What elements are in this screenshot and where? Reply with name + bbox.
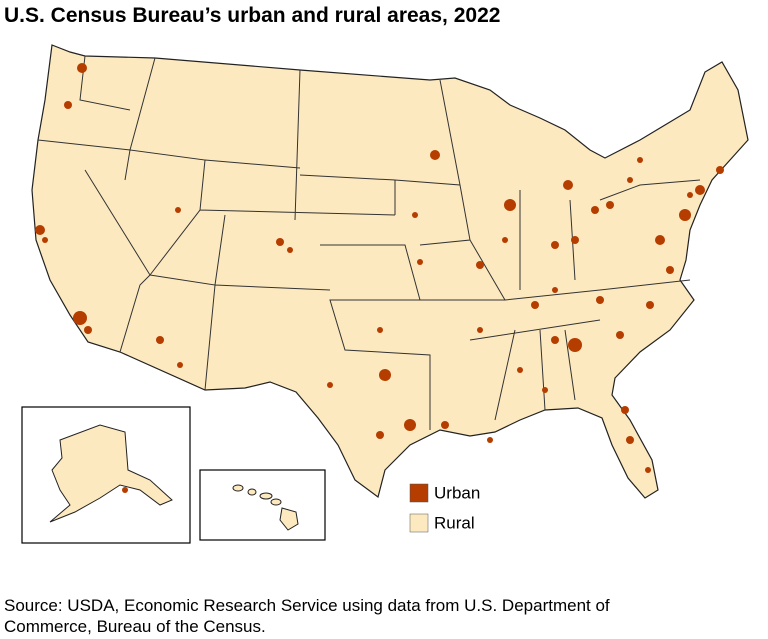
source-line: Source: USDA, Economic Research Service …	[4, 596, 610, 615]
urban-area	[627, 177, 633, 183]
map-title: U.S. Census Bureau’s urban and rural are…	[4, 4, 500, 27]
source-line: Commerce, Bureau of the Census.	[4, 617, 266, 636]
urban-area	[504, 199, 516, 211]
urban-area	[517, 367, 523, 373]
urban-area	[441, 421, 449, 429]
alaska	[49, 424, 173, 523]
urban-area	[287, 247, 293, 253]
hawaii	[232, 484, 299, 531]
urban-area	[616, 331, 624, 339]
urban-area	[477, 327, 483, 333]
contiguous-us	[31, 44, 749, 499]
hawaii-inset	[199, 469, 326, 541]
urban-area	[552, 287, 558, 293]
urban-area	[487, 437, 493, 443]
urban-area	[177, 362, 183, 368]
urban-area	[379, 369, 391, 381]
urban-area	[412, 212, 418, 218]
urban-area	[542, 387, 548, 393]
urban-area	[404, 419, 416, 431]
urban-area	[476, 261, 484, 269]
urban-area	[327, 382, 333, 388]
urban-area	[377, 327, 383, 333]
urban-areas	[35, 63, 724, 497]
source-note: Source: USDA, Economic Research Service …	[4, 596, 610, 636]
urban-area	[687, 192, 693, 198]
urban-area	[156, 336, 164, 344]
urban-area	[655, 235, 665, 245]
urban-area	[679, 209, 691, 221]
urban-area	[73, 311, 87, 325]
urban-area	[571, 236, 579, 244]
urban-area	[645, 467, 651, 473]
urban-area	[84, 326, 92, 334]
urban-area	[175, 207, 181, 213]
urban-area	[430, 150, 440, 160]
urban-area	[35, 225, 45, 235]
urban-area	[551, 241, 559, 249]
urban-area	[42, 237, 48, 243]
urban-area	[695, 185, 705, 195]
urban-area	[531, 301, 539, 309]
urban-area	[637, 157, 643, 163]
map-land	[31, 44, 749, 499]
legend-label: Urban	[434, 483, 480, 502]
urban-area	[666, 266, 674, 274]
legend-label: Rural	[434, 513, 475, 532]
urban-area	[563, 180, 573, 190]
legend: Urban Rural	[409, 483, 480, 533]
urban-area	[64, 101, 72, 109]
urban-area	[122, 487, 128, 493]
urban-area	[376, 431, 384, 439]
urban-area	[502, 237, 508, 243]
legend-swatch	[409, 513, 429, 533]
legend-swatch	[409, 483, 429, 503]
urban-area	[621, 406, 629, 414]
urban-area	[551, 336, 559, 344]
urban-area	[77, 63, 87, 73]
urban-area	[606, 201, 614, 209]
urban-area	[417, 259, 423, 265]
urban-area	[716, 166, 724, 174]
urban-area	[596, 296, 604, 304]
urban-area	[591, 206, 599, 214]
alaska-inset	[21, 406, 191, 544]
urban-area	[626, 436, 634, 444]
urban-area	[646, 301, 654, 309]
urban-area	[276, 238, 284, 246]
urban-area	[568, 338, 582, 352]
